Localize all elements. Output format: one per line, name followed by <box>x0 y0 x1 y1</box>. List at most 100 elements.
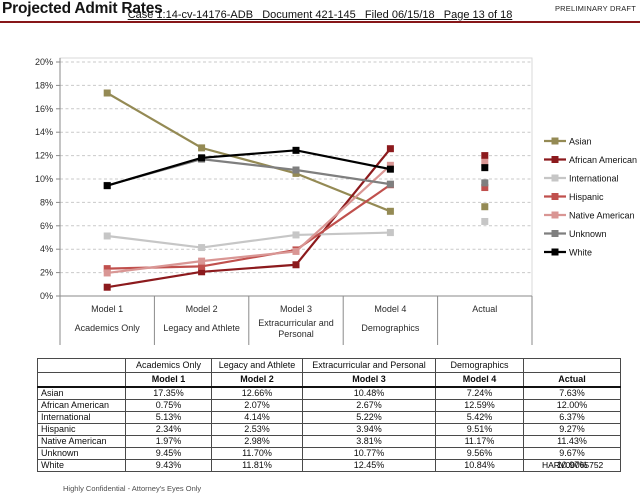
data-point-marker <box>103 89 111 97</box>
y-axis-label: 4% <box>40 244 53 254</box>
table-model-header: Model 1 <box>125 372 212 388</box>
legend-item-white: White <box>544 248 592 258</box>
table-group-header <box>523 358 621 373</box>
category-label: Model 1 <box>91 304 123 314</box>
table-group-header: Legacy and Athlete <box>211 358 303 373</box>
data-point-marker <box>292 166 300 174</box>
table-cell: 2.07% <box>211 399 303 412</box>
data-point-marker <box>386 145 394 153</box>
table-cell: 12.00% <box>523 399 621 412</box>
admit-rates-chart: 0% 2% 4% 6% 8% 10% 12% 14% 16% 18% 20% Model 1 Acade… <box>35 57 637 345</box>
table-group-header: Academics Only <box>125 358 212 373</box>
legend-marker <box>551 174 559 182</box>
data-point-marker <box>292 231 300 239</box>
table-cell: 3.94% <box>302 423 436 436</box>
legend-label: Native American <box>569 211 635 221</box>
table-cell: 10.84% <box>435 459 524 472</box>
legend-marker <box>551 156 559 163</box>
legend-item-native-american: Native American <box>544 211 635 221</box>
legend-label: White <box>569 248 592 258</box>
table-row: International 5.13% 4.14% 5.22% 5.42% 6.37% <box>37 411 621 424</box>
table-cell: 9.45% <box>125 447 212 460</box>
chart-series-white <box>103 146 489 190</box>
preliminary-draft-label: PRELIMINARY DRAFT <box>554 4 636 13</box>
table-cell: 4.14% <box>211 411 303 424</box>
legend-marker <box>551 230 559 237</box>
plot-area <box>59 57 533 297</box>
table-model-header <box>37 372 126 388</box>
y-axis-label: 10% <box>35 174 53 184</box>
table-cell: 9.43% <box>125 459 212 472</box>
table-cell: 2.98% <box>211 435 303 448</box>
row-label: International <box>37 411 126 424</box>
table-cell: 9.27% <box>523 423 621 436</box>
case-caption: Case 1:14-cv-14176-ADB Document 421-145 … <box>127 9 513 21</box>
table-cell: 12.66% <box>211 386 303 400</box>
y-axis-label: 14% <box>35 127 53 137</box>
y-axis-label: 6% <box>40 221 53 231</box>
row-label: White <box>37 459 126 472</box>
table-group-header: Demographics <box>435 358 524 373</box>
table-cell: 3.81% <box>302 435 436 448</box>
row-label: Asian <box>37 386 126 400</box>
category-label: Model 3 <box>280 304 312 314</box>
y-axis-label: 12% <box>35 151 53 161</box>
table-model-header: Model 2 <box>211 372 303 388</box>
table-cell: 7.63% <box>523 386 621 400</box>
table-cell: 10.48% <box>302 386 436 400</box>
table-cell: 11.81% <box>211 459 303 472</box>
category-label: Model 4 <box>374 304 406 314</box>
table-cell: 11.43% <box>523 435 621 448</box>
y-axis-label: 16% <box>35 104 53 114</box>
table-cell: 10.97% HARV00065752 <box>523 459 621 472</box>
data-point-marker <box>292 247 300 255</box>
data-point-marker <box>198 268 206 276</box>
table-cell: 5.22% <box>302 411 436 424</box>
table-row: Native American 1.97% 2.98% 3.81% 11.17% 11.4… <box>37 435 621 448</box>
legend-item-unknown: Unknown <box>544 229 607 239</box>
data-point-marker <box>103 283 111 291</box>
legend-label: Unknown <box>569 229 607 239</box>
table-cell: 6.37% <box>523 411 621 424</box>
data-point-marker <box>292 261 300 269</box>
category-sublabel: Extracurricular and <box>258 318 334 328</box>
table-model-header: Actual <box>523 372 621 388</box>
table-cell: 5.13% <box>125 411 212 424</box>
data-point-marker <box>103 232 111 240</box>
data-point-marker <box>386 161 394 169</box>
y-axis-label: 18% <box>35 80 53 90</box>
data-point-marker <box>198 244 206 252</box>
category-sublabel: Legacy and Athlete <box>163 323 240 333</box>
table-group-header-row: Academics Only Legacy and Athlete Extracur… <box>37 358 621 373</box>
data-point-marker <box>103 182 111 190</box>
table-cell: 2.53% <box>211 423 303 436</box>
table-cell: 9.67% <box>523 447 621 460</box>
table-cell: 12.45% <box>302 459 436 472</box>
table-model-header-row: Model 1 Model 2 Model 3 Model 4 Actual <box>37 372 621 388</box>
table-cell: 17.35% <box>125 386 212 400</box>
data-point-marker <box>386 229 394 237</box>
legend-label: International <box>569 174 619 184</box>
table-cell: 5.42% <box>435 411 524 424</box>
table-cell: 11.17% <box>435 435 524 448</box>
table-cell: 7.24% <box>435 386 524 400</box>
legend-label: African American <box>569 155 637 165</box>
legend-marker <box>551 211 559 219</box>
actual-marker <box>481 179 489 187</box>
data-point-marker <box>386 180 394 188</box>
legend-item-hispanic: Hispanic <box>544 192 604 202</box>
table-model-header: Model 3 <box>302 372 436 388</box>
row-label: Hispanic <box>37 423 126 436</box>
table-row: Hispanic 2.34% 2.53% 3.94% 9.51% 9.27% <box>37 423 621 436</box>
category-sublabel: Demographics <box>361 323 420 333</box>
data-point-marker <box>103 269 111 277</box>
table-cell: 2.34% <box>125 423 212 436</box>
table-cell: 9.51% <box>435 423 524 436</box>
row-label: Native American <box>37 435 126 448</box>
actual-marker <box>481 164 489 172</box>
case-caption-rule <box>0 21 640 23</box>
data-point-marker <box>198 144 206 152</box>
table-group-header: Extracurricular and Personal <box>302 358 436 373</box>
chart-series-native-american <box>103 158 489 277</box>
